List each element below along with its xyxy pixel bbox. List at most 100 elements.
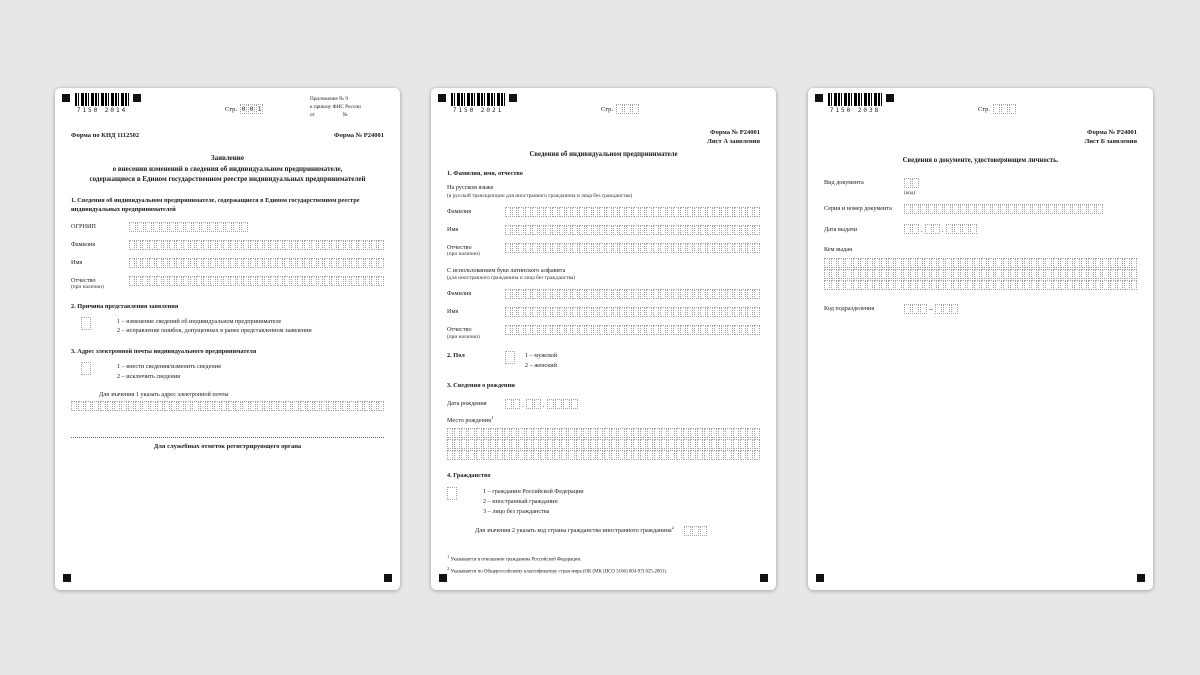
- registration-mark-bottom-right: [384, 574, 392, 582]
- birth-place-label: Место рождения1: [447, 414, 494, 424]
- issue-date-field: Дата выдачи . .: [824, 223, 1137, 234]
- footnotes: 1 Указывается в отношении гражданина Рос…: [447, 553, 760, 576]
- russian-label: На русском языке: [447, 183, 494, 191]
- service-marks-separator: [71, 437, 384, 439]
- doc-series-label: Серия и номер документа: [824, 204, 892, 212]
- annex-number-label: №: [342, 111, 348, 118]
- email-checkbox: [81, 362, 91, 381]
- surname-label: Фамилия: [447, 207, 472, 215]
- page-number-group: Стр.: [601, 104, 640, 114]
- registration-mark-bottom-left: [63, 574, 71, 582]
- section-4-title: 4. Гражданство: [447, 472, 491, 480]
- registration-mark-top-left: [62, 94, 70, 102]
- barcode-icon: [451, 93, 505, 106]
- citizenship-option-3: 3 – лицо без гражданства: [483, 507, 550, 515]
- barcode-digits: 7150 2038: [829, 107, 881, 114]
- surname-field: Фамилия: [71, 239, 384, 250]
- email-option-2: 2 – исключить сведения: [117, 372, 180, 380]
- barcode-block: 7150 2021: [450, 93, 506, 114]
- email-hint: Для значения 1 указать адрес электронной…: [99, 391, 229, 399]
- sheet-label: Лист А заявления: [707, 138, 760, 146]
- footnote-1: 1 Указывается в отношении гражданина Рос…: [447, 554, 582, 563]
- patronymic-label: Отчество (при наличии): [71, 276, 129, 291]
- country-code-footnote-ref: 2: [671, 525, 674, 531]
- email-cells: [71, 401, 385, 412]
- surname-label: Фамилия: [71, 240, 96, 248]
- annex-line2: к приказу ФНС России: [310, 103, 361, 110]
- ogrnip-label: ОГРНИП: [71, 222, 96, 230]
- patronymic-note: (при наличии): [447, 251, 480, 258]
- dept-code-dash: –: [929, 303, 933, 313]
- form-number-label: Форма № Р24001: [334, 132, 384, 139]
- dept-code-cells-2: [935, 303, 958, 314]
- surname-lat-cells: [505, 289, 760, 300]
- patronymic-label: Отчество (при наличии): [447, 325, 505, 340]
- citizenship-option-1: 1 – гражданин Российской Федерации: [483, 488, 584, 496]
- patronymic-label: Отчество (при наличии): [447, 243, 505, 258]
- registration-mark-bottom-left: [439, 574, 447, 582]
- patronymic-ru-field: Отчество (при наличии): [447, 242, 760, 258]
- citizenship-checkbox: [447, 487, 457, 516]
- birth-date-label: Дата рождения: [447, 400, 487, 408]
- section-2-title: 2. Причина представления заявления: [71, 302, 179, 310]
- issue-date-cells: . .: [904, 223, 977, 234]
- footnote-2: 2 Указывается по Общероссийскому классиф…: [447, 565, 668, 575]
- form-page-sheet-a: 7150 2021 Стр. Форма № Р24001 Лист А зая…: [431, 88, 776, 590]
- patronymic-lat-cells: [505, 325, 760, 336]
- email-option-1: 1 – внести сведения/изменить сведения: [117, 363, 221, 371]
- name-field: Имя: [71, 257, 384, 268]
- section-1-title: 1. Сведения об индивидуальном предприним…: [71, 196, 360, 213]
- reason-option-2: 2 – исправление ошибок, допущенных в ран…: [117, 327, 312, 335]
- name-label: Имя: [71, 258, 83, 266]
- issued-by-label: Кем выдан: [824, 245, 853, 253]
- registration-mark-top-right: [133, 94, 141, 102]
- doc-type-cells: [904, 177, 919, 188]
- gender-checkbox: [505, 351, 515, 370]
- gender-option-2: 2 – женский: [525, 361, 557, 369]
- page-number-label: Стр.: [978, 105, 991, 113]
- issued-by-cells-block: [824, 257, 1138, 290]
- russian-note: (в русской транскрипции для иностранного…: [447, 192, 633, 199]
- doc-type-field: Вид документа (код): [824, 177, 1137, 196]
- barcode-block: 7150 2014: [74, 93, 130, 114]
- form-number-label: Форма № Р24001: [710, 129, 760, 136]
- annex-date-label: от: [310, 111, 315, 118]
- registration-mark-bottom-right: [760, 574, 768, 582]
- doc-series-cells: [904, 203, 1103, 214]
- surname-cells: [129, 239, 384, 250]
- section-2-title: 2. Пол: [447, 352, 465, 360]
- birth-place-cells-block: [447, 428, 761, 461]
- dept-code-field: Код подразделения –: [824, 303, 1137, 314]
- barcode-digits: 7150 2021: [452, 107, 504, 114]
- page-number-group: Стр.: [978, 104, 1017, 114]
- citizenship-option-2: 2 – иностранный гражданин: [483, 497, 558, 505]
- name-label: Имя: [447, 225, 459, 233]
- doc-series-field: Серия и номер документа: [824, 203, 1137, 214]
- surname-label: Фамилия: [447, 290, 472, 298]
- barcode-icon: [828, 93, 882, 106]
- reason-option-group: 1 – изменение сведений об индивидуальном…: [71, 316, 384, 336]
- dept-code-cells-1: [904, 303, 927, 314]
- patronymic-ru-cells: [505, 242, 760, 253]
- barcode-digits: 7150 2014: [76, 107, 128, 114]
- sheet-title: Сведения об индивидуальном предпринимате…: [529, 150, 678, 158]
- reason-option-1: 1 – изменение сведений об индивидуальном…: [117, 317, 282, 325]
- section-3-title: 3. Адрес электронной почты индивидуально…: [71, 348, 257, 356]
- latin-label: С использованием букв латинского алфавит…: [447, 266, 566, 274]
- surname-ru-field: Фамилия: [447, 206, 760, 217]
- latin-note: (для иностранного гражданина и лица без …: [447, 275, 576, 282]
- registration-mark-top-left: [815, 94, 823, 102]
- country-code-cells: [683, 525, 707, 536]
- page-number-label: Стр.: [601, 105, 614, 113]
- section-3-title: 3. Сведения о рождении: [447, 382, 515, 390]
- registration-mark-bottom-right: [1137, 574, 1145, 582]
- patronymic-note: (при наличии): [71, 284, 104, 291]
- registration-mark-top-left: [438, 94, 446, 102]
- name-ru-field: Имя: [447, 224, 760, 235]
- barcode-block: 7150 2038: [827, 93, 883, 114]
- barcode-icon: [75, 93, 129, 106]
- form-number-label: Форма № Р24001: [1087, 129, 1137, 136]
- birth-place-footnote-ref: 1: [491, 414, 494, 420]
